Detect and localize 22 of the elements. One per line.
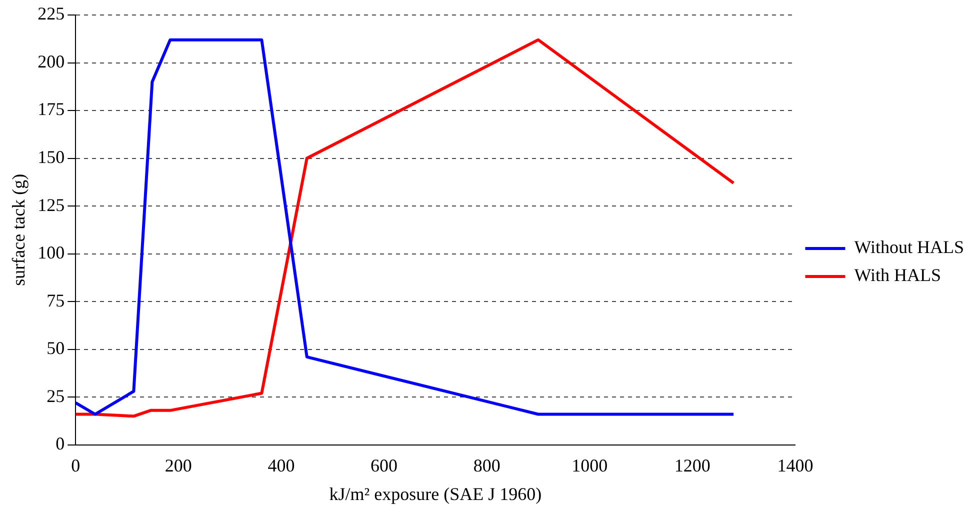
x-tick-label: 0 — [71, 455, 80, 476]
y-tick-label: 50 — [46, 338, 65, 358]
x-tick-label: 600 — [370, 455, 398, 476]
y-tick-label: 200 — [38, 51, 65, 72]
x-tick-label: 200 — [164, 455, 192, 476]
legend-label: Without HALS — [854, 237, 964, 258]
y-axis-title: surface tack (g) — [8, 174, 29, 286]
y-tick-label: 125 — [38, 194, 65, 215]
y-tick-label: 100 — [38, 242, 65, 263]
x-tick-label: 800 — [473, 455, 500, 476]
x-tick-label: 400 — [268, 455, 295, 476]
y-tick-label: 25 — [46, 386, 65, 406]
y-tick-label: 225 — [38, 4, 65, 24]
x-axis-title: kJ/m² exposure (SAE J 1960) — [329, 484, 542, 504]
y-tick-label: 150 — [38, 147, 65, 167]
y-tick-label: 175 — [38, 99, 65, 120]
y-tick-label: 75 — [46, 290, 65, 310]
y-tick-label: 0 — [56, 434, 65, 454]
legend-label: With HALS — [854, 265, 942, 286]
x-tick-label: 1000 — [572, 455, 608, 476]
x-tick-label: 1400 — [777, 455, 814, 476]
x-tick-label: 1200 — [674, 455, 710, 476]
